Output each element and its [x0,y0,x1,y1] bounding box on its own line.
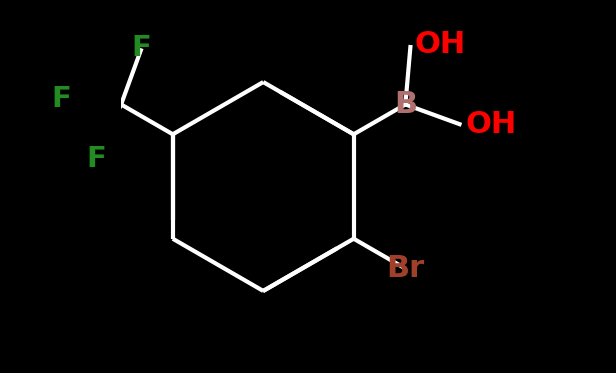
Text: OH: OH [415,31,466,59]
Text: B: B [394,90,417,119]
Text: F: F [132,34,152,62]
Text: OH: OH [465,110,516,140]
Text: Br: Br [386,254,424,283]
Text: F: F [52,85,71,113]
Text: F: F [86,144,106,173]
